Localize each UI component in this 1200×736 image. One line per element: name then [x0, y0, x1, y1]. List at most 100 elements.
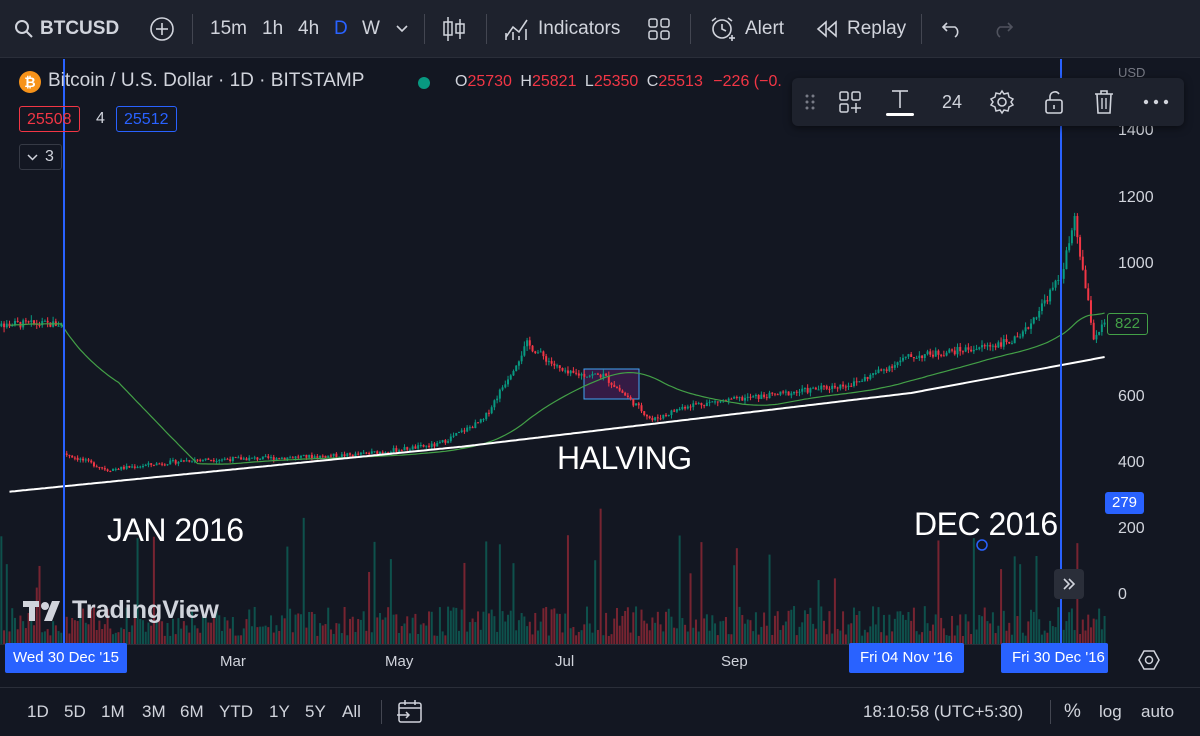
alert-button[interactable]: Alert: [709, 0, 784, 58]
volume-bar: [474, 622, 477, 644]
price-chart[interactable]: [0, 59, 1200, 687]
text-color-button[interactable]: [882, 78, 918, 126]
volume-bar: [114, 632, 117, 644]
candle-body: [763, 394, 766, 398]
range-5y[interactable]: 5Y: [305, 702, 326, 721]
interval-1h[interactable]: 1h: [262, 18, 284, 39]
auto-scale-toggle[interactable]: auto: [1141, 702, 1175, 721]
annotation-dec-2016[interactable]: DEC 2016: [914, 506, 1058, 542]
candle-body: [784, 391, 787, 393]
price-tick: 0: [1118, 586, 1127, 603]
grid-icon: [648, 18, 670, 40]
candle-body: [997, 342, 1000, 348]
volume-bar: [35, 587, 38, 644]
symbol-search-button[interactable]: BTCUSD: [14, 0, 119, 58]
volume-bar: [1038, 619, 1041, 644]
layouts-button[interactable]: [647, 0, 671, 58]
candle-body: [866, 376, 869, 379]
clock-timezone[interactable]: 18:10:58 (UTC+5:30): [863, 702, 1024, 721]
range-1d[interactable]: 1D: [27, 702, 49, 721]
candle-body: [814, 387, 817, 390]
percent-scale-toggle[interactable]: %: [1064, 701, 1081, 722]
interval-w[interactable]: W: [362, 18, 380, 39]
candle-body: [1040, 303, 1043, 312]
interval-dropdown[interactable]: [396, 0, 408, 58]
volume-bar: [150, 625, 153, 644]
candle-body: [395, 448, 398, 452]
chart-settings-button[interactable]: [1138, 649, 1160, 676]
candle-body: [133, 466, 136, 468]
annotation-halving[interactable]: HALVING: [557, 440, 692, 476]
volume-bar: [1065, 621, 1068, 644]
volume-bar: [741, 615, 744, 644]
range-3m[interactable]: 3M: [142, 702, 166, 721]
candle-body: [806, 387, 809, 393]
drawing-anchor[interactable]: [976, 539, 988, 551]
candle-body: [354, 453, 357, 457]
volume-bar: [378, 612, 381, 644]
interval-4h[interactable]: 4h: [298, 18, 320, 39]
sell-price-box[interactable]: 25508: [19, 106, 80, 132]
collapse-indicators-button[interactable]: 3: [19, 144, 62, 170]
annotation-jan-2016[interactable]: JAN 2016: [107, 512, 244, 548]
volume-bar: [648, 630, 651, 644]
candle-body: [656, 417, 659, 419]
go-to-date-button[interactable]: [396, 688, 424, 736]
delete-button[interactable]: [1088, 78, 1120, 126]
chart-pane[interactable]: ₿ Bitcoin / U.S. Dollar · 1D · BITSTAMP …: [0, 59, 1200, 687]
drag-handle[interactable]: [800, 78, 820, 126]
volume-bar: [926, 623, 929, 644]
trash-icon: [1095, 90, 1113, 114]
volume-bar: [13, 617, 16, 644]
price-tick: 200: [1118, 520, 1145, 537]
candle-body: [948, 349, 951, 353]
interval-d[interactable]: D: [334, 18, 348, 39]
settings-button[interactable]: [986, 78, 1018, 126]
scroll-to-realtime-button[interactable]: [1054, 569, 1084, 599]
redo-button[interactable]: [992, 0, 1014, 58]
candle-body: [776, 394, 779, 396]
volume-bar: [226, 620, 229, 644]
undo-button[interactable]: [941, 0, 963, 58]
range-1y[interactable]: 1Y: [269, 702, 290, 721]
candle-body: [746, 396, 749, 398]
templates-button[interactable]: [834, 78, 866, 126]
candle-body: [689, 406, 692, 408]
interval-15m[interactable]: 15m: [210, 18, 247, 39]
candle-body: [580, 373, 583, 376]
candle-body: [1103, 322, 1106, 325]
volume-bar: [1098, 608, 1101, 644]
lock-button[interactable]: [1038, 78, 1070, 126]
range-ytd[interactable]: YTD: [219, 702, 253, 721]
candle-body: [417, 445, 420, 449]
volume-bar: [19, 615, 22, 644]
candle-body: [351, 454, 354, 457]
candle-body: [433, 443, 436, 447]
candle-body: [648, 416, 651, 419]
volume-bar: [951, 615, 954, 644]
volume-bar: [526, 626, 529, 644]
range-1m[interactable]: 1M: [101, 702, 125, 721]
volume-bar: [1016, 616, 1019, 644]
indicators-button[interactable]: Indicators: [504, 0, 620, 58]
volume-bar: [686, 631, 689, 644]
font-size-button[interactable]: 24: [941, 91, 963, 112]
volume-bar: [141, 620, 144, 644]
volume-bar: [425, 625, 428, 644]
volume-bar: [49, 635, 52, 644]
volume-bar: [1021, 632, 1024, 644]
chart-type-button[interactable]: [442, 0, 466, 58]
volume-bar: [112, 634, 115, 644]
log-scale-toggle[interactable]: log: [1099, 702, 1122, 721]
volume-bar: [948, 635, 951, 644]
range-all[interactable]: All: [342, 702, 361, 721]
range-5d[interactable]: 5D: [64, 702, 86, 721]
buy-price-box[interactable]: 25512: [116, 106, 177, 132]
replay-button[interactable]: Replay: [815, 0, 906, 58]
volume-bar: [387, 607, 390, 644]
more-options-button[interactable]: [1140, 78, 1172, 126]
compare-button[interactable]: [149, 0, 175, 58]
time-cursor-end: Fri 30 Dec '16: [1001, 643, 1108, 673]
volume-bar: [166, 623, 169, 644]
range-6m[interactable]: 6M: [180, 702, 204, 721]
